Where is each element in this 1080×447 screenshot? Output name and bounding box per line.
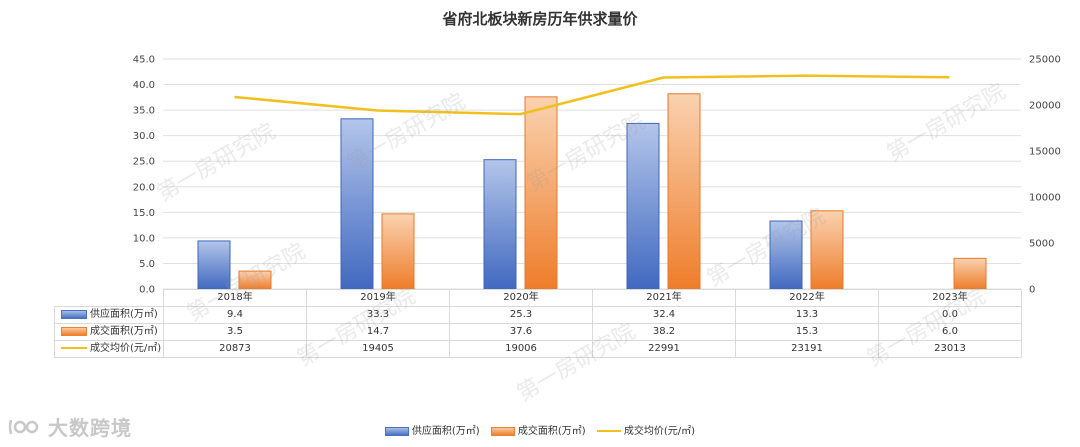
table-cell-value: 13.3 (735, 306, 879, 324)
supply-bar (483, 159, 517, 290)
table-row-label: 成交均价(元/㎡) (54, 340, 164, 358)
bars (197, 93, 987, 290)
deal-swatch-icon (490, 426, 515, 436)
x-category-label: 2022年 (735, 289, 879, 307)
price-line-path (234, 74, 950, 116)
supply-bar (197, 240, 231, 290)
table-cell-value: 15.3 (735, 323, 879, 341)
series-name: 成交均价(元/㎡) (90, 343, 162, 354)
table-cell-value: 23191 (735, 340, 879, 358)
y-left-tick-label: 5.0 (139, 259, 155, 270)
legend-item-price[interactable]: 成交均价(元/㎡) (596, 422, 696, 437)
y-left-tick-label: 25.0 (133, 157, 155, 168)
table-cell-value: 37.6 (449, 323, 593, 341)
deal-bar (381, 213, 415, 290)
deal-bar (953, 257, 987, 290)
supply-bar (769, 220, 803, 290)
series-name: 成交面积(万㎡) (90, 326, 158, 337)
y-right-tick-label: 15000 (1029, 147, 1061, 158)
supply-bar (626, 122, 660, 290)
x-category-label: 2021年 (592, 289, 736, 307)
table-header-row: 2018年 2019年 2020年 2021年 2022年 2023年 (54, 289, 1022, 307)
supply-bar (340, 118, 374, 290)
y-right-tick-label: 25000 (1029, 55, 1061, 66)
x-category-label: 2019年 (306, 289, 450, 307)
chart-title: 省府北板块新房历年供求量价 (442, 10, 638, 28)
legend-item-supply[interactable]: 供应面积(万㎡) (384, 422, 480, 437)
table-row: 供应面积(万㎡) 9.4 33.3 25.3 32.4 13.3 0.0 (54, 306, 1022, 324)
series-name: 供应面积(万㎡) (90, 309, 158, 320)
grid-lines (163, 58, 1021, 290)
table-corner (54, 289, 164, 307)
table-row-label: 成交面积(万㎡) (54, 323, 164, 341)
table-cell-value: 14.7 (306, 323, 450, 341)
supply-swatch-icon (384, 426, 409, 436)
x-category-label: 2020年 (449, 289, 593, 307)
table-cell-value: 23013 (878, 340, 1022, 358)
deal-bar (810, 210, 844, 290)
price-swatch-icon (61, 346, 87, 349)
legend-item-deal[interactable]: 成交面积(万㎡) (490, 422, 586, 437)
deal-swatch-icon (61, 326, 87, 336)
brand-logo-icon (8, 419, 39, 434)
legend: 供应面积(万㎡) 成交面积(万㎡) 成交均价(元/㎡) (0, 422, 1080, 437)
table-cell-value: 22991 (592, 340, 736, 358)
x-category-label: 2023年 (878, 289, 1022, 307)
table-cell-value: 19405 (306, 340, 450, 358)
table-cell-value: 3.5 (163, 323, 307, 341)
table-row: 成交均价(元/㎡) 20873 19405 19006 22991 23191 23013 (54, 340, 1022, 358)
price-swatch-icon (596, 429, 621, 432)
y-left-tick-label: 15.0 (133, 208, 155, 219)
table-row-label: 供应面积(万㎡) (54, 306, 164, 324)
table-row: 成交面积(万㎡) 3.5 14.7 37.6 38.2 15.3 6.0 (54, 323, 1022, 341)
y-axis-right: 0 5000 10000 15000 20000 25000 (1029, 55, 1061, 296)
table-cell-value: 33.3 (306, 306, 450, 324)
y-left-tick-label: 40.0 (133, 80, 155, 91)
table-cell-value: 0.0 (878, 306, 1022, 324)
y-left-tick-label: 35.0 (133, 106, 155, 117)
y-left-tick-label: 30.0 (133, 131, 155, 142)
brand-text: 大数跨境 (48, 416, 132, 440)
x-category-label: 2018年 (163, 289, 307, 307)
y-left-tick-label: 10.0 (133, 233, 155, 244)
y-right-tick-label: 5000 (1029, 239, 1054, 250)
table-cell-value: 32.4 (592, 306, 736, 324)
legend-label: 供应面积(万㎡) (411, 426, 480, 437)
y-axis-left: 0.05.010.015.020.025.030.035.040.045.0 (133, 55, 155, 296)
price-line (234, 74, 950, 116)
table-cell-value: 20873 (163, 340, 307, 358)
y-right-tick-label: 10000 (1029, 193, 1061, 204)
table-cell-value: 25.3 (449, 306, 593, 324)
y-left-tick-label: 20.0 (133, 182, 155, 193)
legend-label: 成交面积(万㎡) (517, 426, 586, 437)
table-cell-value: 38.2 (592, 323, 736, 341)
deal-bar (524, 96, 558, 290)
deal-bar (667, 93, 701, 290)
table-cell-value: 19006 (449, 340, 593, 358)
y-right-tick-label: 20000 (1029, 101, 1061, 112)
table-cell-value: 6.0 (878, 323, 1022, 341)
table-cell-value: 9.4 (163, 306, 307, 324)
data-table: 2018年 2019年 2020年 2021年 2022年 2023年供应面积(万㎡) 9.… (54, 289, 1022, 358)
y-right-tick-label: 0 (1029, 285, 1035, 296)
deal-bar (238, 270, 272, 290)
legend-label: 成交均价(元/㎡) (623, 426, 696, 437)
brand-logo: 大数跨境 (8, 412, 132, 441)
y-left-tick-label: 45.0 (133, 55, 155, 66)
supply-swatch-icon (61, 309, 87, 319)
